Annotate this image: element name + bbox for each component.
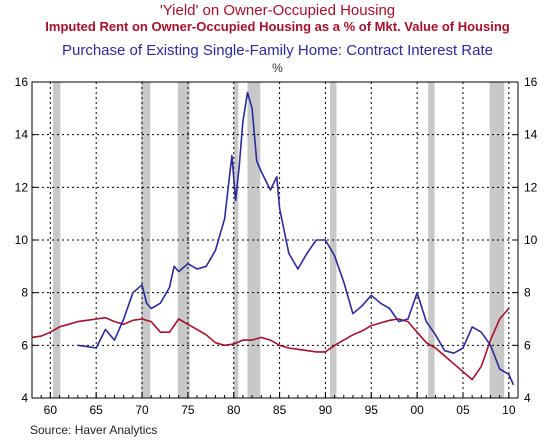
x-tick-label: 05 bbox=[456, 403, 470, 417]
gridlines bbox=[32, 82, 518, 398]
x-tick-label: 80 bbox=[227, 403, 241, 417]
x-tick-label: 65 bbox=[90, 403, 104, 417]
series1-title: Imputed Rent on Owner-Occupied Housing a… bbox=[45, 19, 510, 34]
imputed-rent-yield-line bbox=[31, 307, 510, 381]
x-tick-label: 10 bbox=[502, 403, 516, 417]
y-tick-label-right: 10 bbox=[524, 233, 538, 247]
x-tick-label: 85 bbox=[273, 403, 287, 417]
y-tick-label-right: 12 bbox=[524, 180, 538, 194]
y-tick-label-right: 16 bbox=[524, 75, 538, 89]
x-tick-label: 60 bbox=[44, 403, 58, 417]
x-tick-label: 95 bbox=[365, 403, 379, 417]
y-tick-label-left: 16 bbox=[15, 75, 29, 89]
source-note: Source: Haver Analytics bbox=[30, 423, 158, 437]
recession-band-6 bbox=[428, 82, 435, 398]
recession-band-3 bbox=[233, 82, 239, 398]
x-tick-label: 90 bbox=[319, 403, 333, 417]
y-tick-label-left: 12 bbox=[15, 180, 29, 194]
y-tick-label-right: 4 bbox=[524, 391, 531, 405]
y-tick-label-right: 6 bbox=[524, 338, 531, 352]
y-tick-label-left: 4 bbox=[21, 391, 28, 405]
series2-title: Purchase of Existing Single-Family Home:… bbox=[61, 42, 493, 59]
tick-labels: 4 4 6 6 8 8 10 10 12 12 14 14 16 16 60 65 70 75 80 85 90 95 00… bbox=[15, 75, 538, 417]
recession-band-0 bbox=[53, 82, 61, 398]
tick-marks bbox=[31, 81, 519, 399]
x-tick-label: 75 bbox=[181, 403, 195, 417]
y-tick-label-right: 14 bbox=[524, 128, 538, 142]
chart-title: 'Yield' on Owner-Occupied Housing bbox=[159, 2, 396, 19]
unit-label: % bbox=[272, 61, 283, 75]
series-lines bbox=[31, 91, 515, 386]
y-tick-label-left: 10 bbox=[15, 233, 29, 247]
y-tick-label-left: 8 bbox=[21, 286, 28, 300]
y-tick-label-left: 6 bbox=[21, 338, 28, 352]
recession-band-1 bbox=[141, 82, 151, 398]
y-tick-label-right: 8 bbox=[524, 286, 531, 300]
x-tick-label: 00 bbox=[410, 403, 424, 417]
x-tick-label: 70 bbox=[135, 403, 149, 417]
y-tick-label-left: 14 bbox=[15, 128, 29, 142]
contract-rate-line bbox=[77, 91, 515, 386]
